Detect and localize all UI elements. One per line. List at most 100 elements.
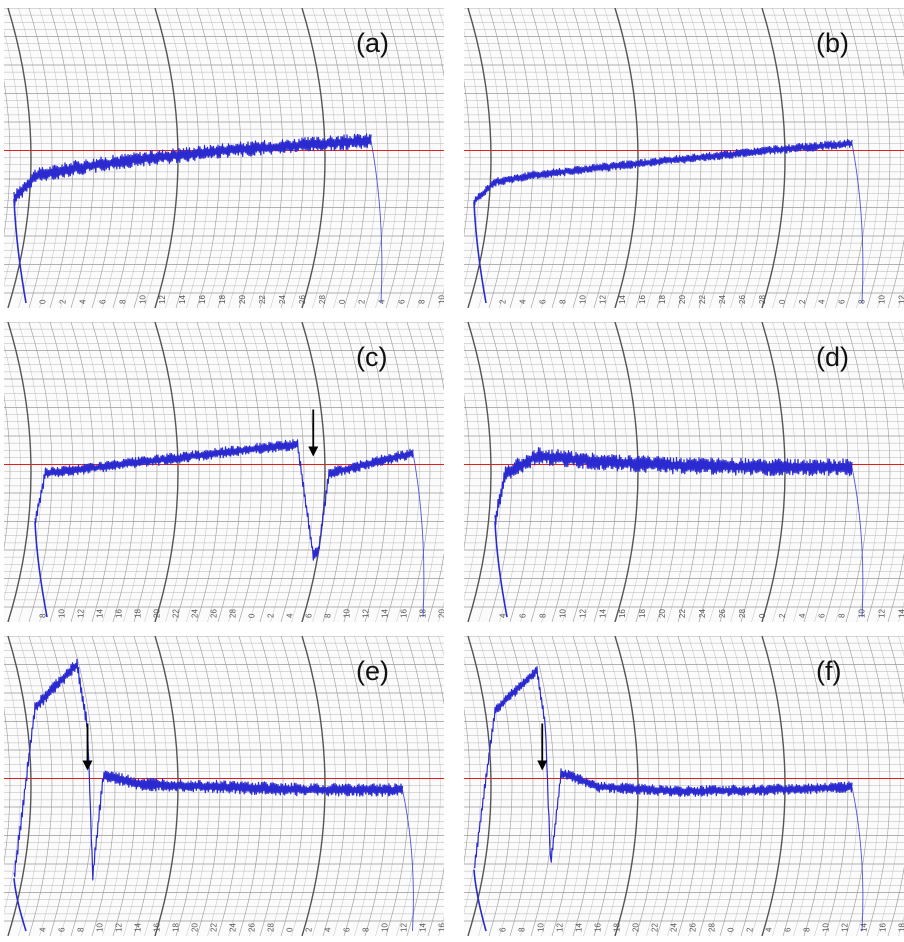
x-tick-labels: 0 2 4 6 8 10 12 14 16 18 20 22 24 26 28 0 2 4 6 8 10: [39, 295, 445, 304]
grid-arc-major: [467, 8, 492, 308]
panel-label: (d): [816, 342, 849, 372]
x-tick-label: 4: [324, 927, 333, 932]
panel-label: (c): [356, 342, 387, 372]
grid-arc: [333, 636, 357, 936]
grid-arc: [186, 322, 210, 622]
x-tick-label: 0: [39, 299, 48, 304]
grid-arc: [464, 707, 471, 865]
grid-arc: [751, 8, 775, 308]
grid-arc: [509, 8, 534, 308]
grid-arc: [520, 322, 544, 622]
grid-arc: [81, 8, 105, 308]
x-tick-label: 2: [778, 613, 787, 618]
grid-arc: [593, 322, 618, 622]
arrow-head: [82, 760, 93, 771]
chart-b: 2 4 6 8 10 12 14 16 18 20 22 24 26 28 0 2 4 6 8 10 12(b): [464, 8, 904, 308]
panel-label: (e): [356, 656, 389, 686]
grid-arc: [887, 322, 904, 622]
x-tick-label: 20: [153, 609, 162, 618]
x-tick-label: 12: [878, 609, 887, 618]
grid-arc-major: [301, 322, 326, 622]
x-tick-label: 4: [818, 299, 827, 304]
grid-arc-major: [7, 636, 32, 936]
grid-arc: [877, 8, 901, 308]
grid-arc: [464, 393, 471, 551]
grid-arc: [259, 8, 284, 308]
x-tick-label: 14: [381, 609, 390, 618]
x-tick-label: 10: [381, 923, 390, 932]
grid-arc: [509, 636, 534, 936]
grid-arc: [541, 636, 565, 936]
x-tick-label: 8: [538, 613, 547, 618]
grid-arc: [396, 636, 420, 936]
grid-arc: [772, 636, 796, 936]
grid-arc: [478, 322, 502, 622]
x-tick-label: 4: [518, 299, 527, 304]
trace-start-curve: [34, 521, 48, 618]
x-tick-label: 4: [286, 613, 295, 618]
grid-arc: [698, 636, 723, 936]
x-tick-label: 6: [98, 299, 107, 304]
x-tick-label: 22: [258, 295, 267, 304]
grid-arc: [551, 636, 576, 936]
x-tick-label: 14: [96, 609, 105, 618]
x-tick-label: 12: [158, 295, 167, 304]
x-tick-label: 10: [878, 295, 887, 304]
trace-line: [13, 658, 404, 881]
x-tick-label: 18: [658, 295, 667, 304]
grid-arc: [887, 636, 904, 936]
x-tick-label: 12: [898, 295, 904, 304]
trace-line: [34, 439, 414, 561]
x-tick-label: 12: [77, 609, 86, 618]
grid-arc: [207, 322, 231, 622]
grid-arc: [102, 636, 126, 936]
trace-line: [494, 447, 853, 526]
x-tick-label: 14: [618, 295, 627, 304]
grid-arc: [572, 8, 597, 308]
x-tick-label: 20: [191, 923, 200, 932]
x-tick-labels: 4 6 8 10 12 14 16 18 20 22 24 26 28 0 2 4 6 8 10 12 14: [499, 609, 904, 618]
grid-arc: [667, 636, 691, 936]
x-tick-label: 10: [138, 295, 147, 304]
grid-arc: [291, 322, 315, 622]
panel-label: (f): [816, 656, 841, 686]
x-tick-label: 16: [638, 295, 647, 304]
grid-arc: [824, 8, 849, 308]
x-tick-label: 14: [134, 923, 143, 932]
x-tick-labels: 6 8 10 12 14 16 18 20 22 24 26 28 0 2 4 6 8 10 12 14 16 18: [499, 923, 904, 932]
x-tick-label: 16: [594, 923, 603, 932]
panel-f: 6 8 10 12 14 16 18 20 22 24 26 28 0 2 4 6 8 10 12 14 16 18 (f): [464, 636, 904, 936]
grid-arc: [730, 8, 754, 308]
arrow-head: [537, 760, 548, 771]
x-tick-label: 10: [558, 609, 567, 618]
x-tick-label: 8: [77, 927, 86, 932]
grid-arc: [593, 8, 618, 308]
grid-arc: [196, 8, 221, 308]
grid-arc: [635, 322, 660, 622]
grid-arc: [70, 636, 95, 936]
trace-end-curve: [402, 789, 414, 932]
x-tick-label: 6: [305, 613, 314, 618]
grid-arc: [144, 322, 168, 622]
grid-arc: [719, 322, 744, 622]
x-tick-label: 6: [838, 299, 847, 304]
grid-arc: [396, 322, 420, 622]
panel-label: (a): [356, 28, 389, 58]
grid-arc: [856, 636, 880, 936]
grid-arc: [646, 322, 670, 622]
grid-arc: [207, 8, 231, 308]
grid-arc: [551, 322, 576, 622]
x-tick-label: 2: [798, 299, 807, 304]
grid-arc: [28, 636, 53, 936]
grid-arc: [123, 322, 147, 622]
x-tick-label: 14: [860, 923, 869, 932]
x-tick-label: 20: [678, 295, 687, 304]
grid-arc: [541, 8, 565, 308]
grid-arc: [835, 8, 859, 308]
grid-arc: [81, 636, 105, 936]
grid-arc: [60, 8, 84, 308]
grid-arc-major: [301, 636, 326, 936]
grid-arc: [656, 636, 681, 936]
x-tick-label: 8: [362, 927, 371, 932]
grid-arc: [4, 393, 11, 551]
